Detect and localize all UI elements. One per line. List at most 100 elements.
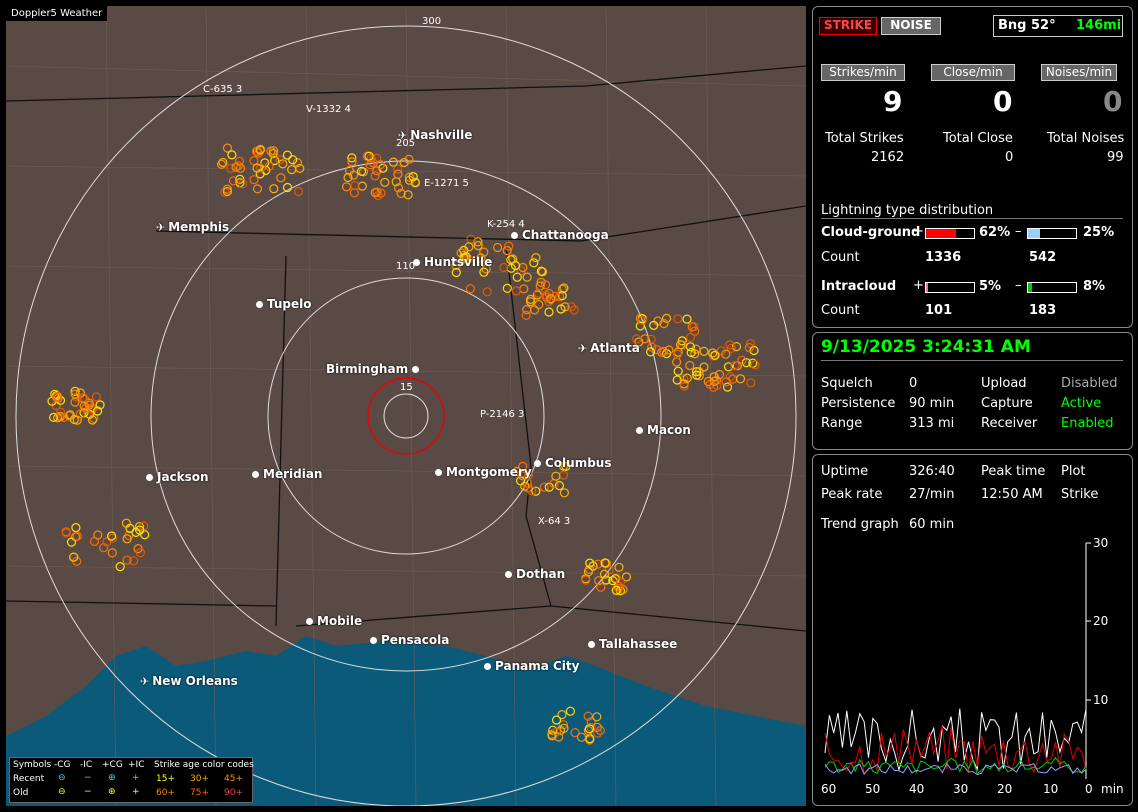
strike-symbol [350,181,360,191]
strike-symbol [708,348,718,358]
strike-symbol [357,166,367,176]
strike-symbol [661,313,672,323]
strike-symbol [546,294,556,304]
strike-symbol [404,175,415,185]
noise-mode-button[interactable]: NOISE [881,17,941,35]
storm-label-v[interactable]: V-1332 4 [306,104,351,115]
trend-panel: Uptime 326:40 Peak time Plot Peak rate 2… [812,454,1133,806]
lightning-map[interactable]: Doppler5 Weather 300 205 110 15 ✈ Nashvil… [6,6,806,806]
strike-symbol [393,164,403,174]
strike-symbol [536,266,547,276]
strike-symbol [523,470,534,480]
strike-symbol [293,186,304,197]
city-pensacola: Pensacola [370,633,449,647]
strike-symbol [106,531,117,541]
strike-symbol [710,350,720,360]
strike-symbol [404,172,414,182]
strike-symbol [266,146,276,156]
strike-symbol [593,728,603,738]
range-label-15: 15 [400,382,413,393]
trend-y-label-20: 20 [1093,614,1109,628]
legend-age-60: 60+ [156,788,175,798]
airport-icon: ✈ [156,221,166,234]
strike-symbol [547,731,557,741]
cg-plus-percent: 62% [979,225,1011,240]
total-strikes-value: 2162 [871,150,905,165]
squelch-value: 0 [909,376,918,391]
storm-label-p[interactable]: P-2146 3 [480,409,525,420]
trend-x-label-30: 30 [953,782,969,796]
strike-symbol [557,284,568,294]
storm-label-k[interactable]: K-254 4 [487,219,525,230]
strike-symbol [135,547,145,558]
strike-symbol [365,160,375,170]
storm-label-x[interactable]: X-64 3 [538,516,571,527]
strike-symbol [558,470,569,480]
storm-label-c[interactable]: C-635 3 [203,84,243,95]
strike-symbol [451,267,461,278]
strike-symbol [517,471,528,481]
city-macon: Macon [636,423,691,437]
strike-symbol [135,525,145,535]
strike-symbol [520,481,530,491]
strike-symbol [89,536,100,547]
legend-recent-neg-cg-icon: ⊖ [58,773,66,783]
strike-symbol [682,373,692,383]
city-atlanta: ✈ Atlanta [578,341,640,355]
plot-value[interactable]: Strike [1061,487,1099,502]
strike-symbol [349,188,359,198]
ic-plus-bar [925,282,975,293]
strike-symbol [586,722,596,733]
strike-symbol [287,165,297,175]
strike-symbol [699,346,709,356]
strike-symbol [721,377,731,387]
strike-symbol [554,732,564,742]
strike-symbol [235,163,246,173]
strike-symbol [122,534,132,544]
strike-symbol [476,253,486,263]
trend-line [824,762,1087,776]
strike-symbol [282,182,293,193]
total-close-value: 0 [1005,150,1014,165]
strike-symbol [72,531,82,541]
strike-symbol [536,277,546,287]
legend-recent-pos-ic-icon: + [132,773,140,783]
strike-symbol [252,163,262,173]
strike-symbol [731,342,742,352]
strike-symbol [252,184,263,194]
storm-label-e[interactable]: E-1271 5 [424,178,469,189]
legend-recent-pos-cg-icon: ⊕ [108,773,116,783]
strike-symbol [269,184,279,194]
strike-symbol [679,381,689,391]
strike-symbol [466,234,476,244]
legend-old-neg-cg-icon: ⊖ [58,787,66,797]
legend-age-90: 90+ [224,788,243,798]
ic-count-label: Count [821,303,860,318]
strike-mode-button[interactable]: STRIKE [819,17,877,35]
cg-plus-bar-fill [926,229,956,238]
strike-symbol [235,174,245,184]
range-rings [15,25,797,806]
strike-symbol [107,548,117,558]
strike-symbol [709,372,719,382]
strike-symbol [227,150,237,160]
strike-symbol [521,310,531,320]
strike-symbol [51,392,62,402]
city-huntsville: Huntsville [413,255,492,269]
strike-symbol [282,150,292,160]
strikes-per-min-button[interactable]: Strikes/min [821,64,905,81]
strike-symbol [499,262,509,273]
strike-symbol [270,155,280,166]
strike-symbol [79,401,89,411]
ic-plus-bar-fill [926,283,929,292]
strike-symbol [55,412,65,422]
strike-symbol [615,577,626,588]
close-per-min-button[interactable]: Close/min [931,64,1015,81]
strike-symbol [518,461,528,471]
legend-symbols-label: Symbols [13,760,52,770]
strike-symbol [404,154,414,164]
city-dothan: Dothan [505,567,565,581]
legend-age-45: 45+ [224,774,243,784]
ic-minus-sign: – [1015,278,1022,293]
noises-per-min-button[interactable]: Noises/min [1041,64,1117,81]
